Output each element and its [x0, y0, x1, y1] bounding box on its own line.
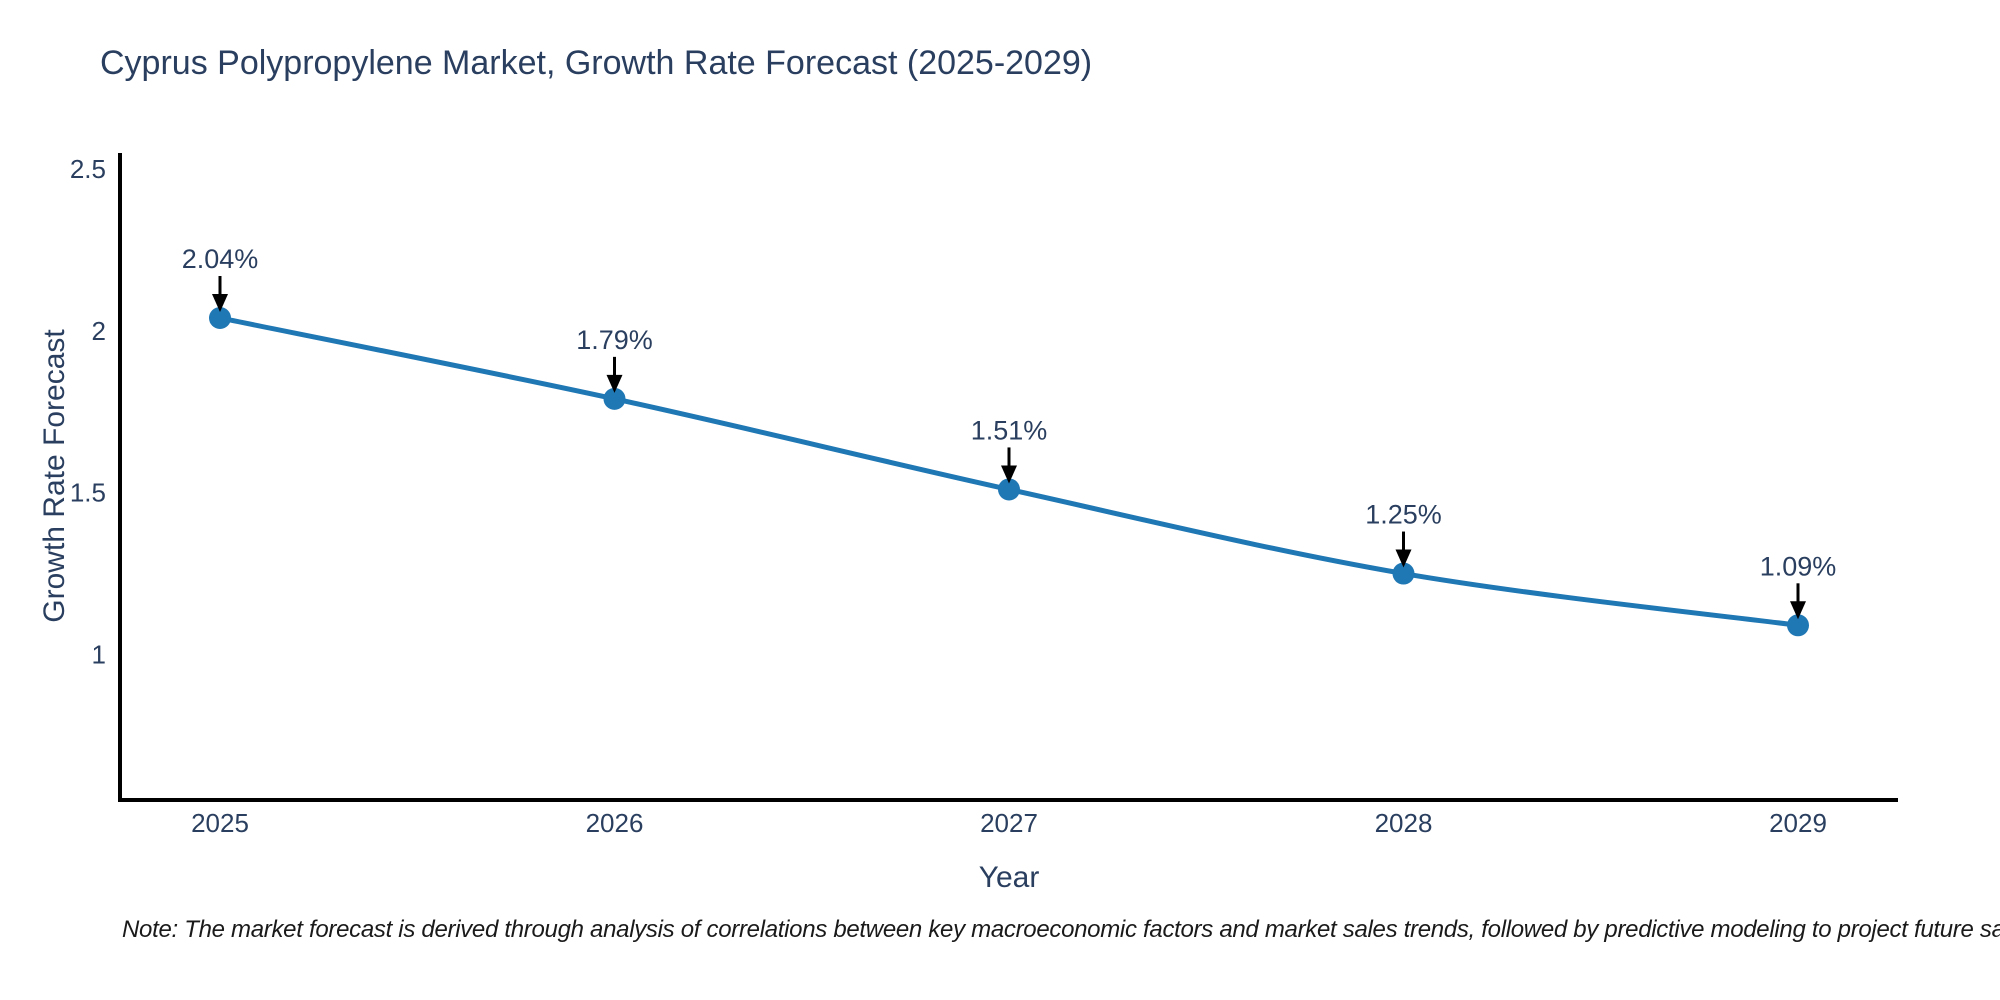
point-annotation-label: 1.51% [971, 415, 1048, 445]
annotation-arrowhead-icon [212, 293, 228, 312]
x-tick-label: 2025 [191, 808, 249, 838]
annotation-arrowhead-icon [1790, 601, 1806, 620]
x-tick-label: 2028 [1375, 808, 1433, 838]
point-annotation-label: 2.04% [182, 244, 259, 274]
y-axis-title: Growth Rate Forecast [38, 329, 71, 623]
y-tick-label: 1 [92, 639, 106, 669]
data-point-marker[interactable] [1392, 562, 1415, 585]
point-annotation-label: 1.09% [1760, 551, 1837, 581]
y-tick-label: 1.5 [70, 478, 106, 508]
x-axis-title: Year [978, 861, 1040, 894]
annotation-arrowhead-icon [1395, 549, 1412, 568]
annotation-arrowhead-icon [1001, 465, 1017, 484]
y-tick-label: 2.5 [70, 154, 106, 184]
point-annotation-label: 1.79% [576, 325, 653, 355]
y-tick-label: 2 [92, 316, 106, 346]
point-annotation-label: 1.25% [1365, 500, 1442, 530]
data-point-marker[interactable] [1787, 614, 1809, 637]
annotation-arrowhead-icon [606, 374, 623, 393]
data-point-marker[interactable] [603, 387, 626, 410]
x-tick-label: 2029 [1769, 808, 1827, 838]
footnote: Note: The market forecast is derived thr… [122, 916, 2000, 943]
data-point-marker[interactable] [209, 306, 231, 329]
x-tick-label: 2027 [980, 808, 1038, 838]
data-point-marker[interactable] [998, 478, 1020, 501]
chart-title: Cyprus Polypropylene Market, Growth Rate… [100, 44, 1093, 82]
x-tick-label: 2026 [586, 808, 644, 838]
